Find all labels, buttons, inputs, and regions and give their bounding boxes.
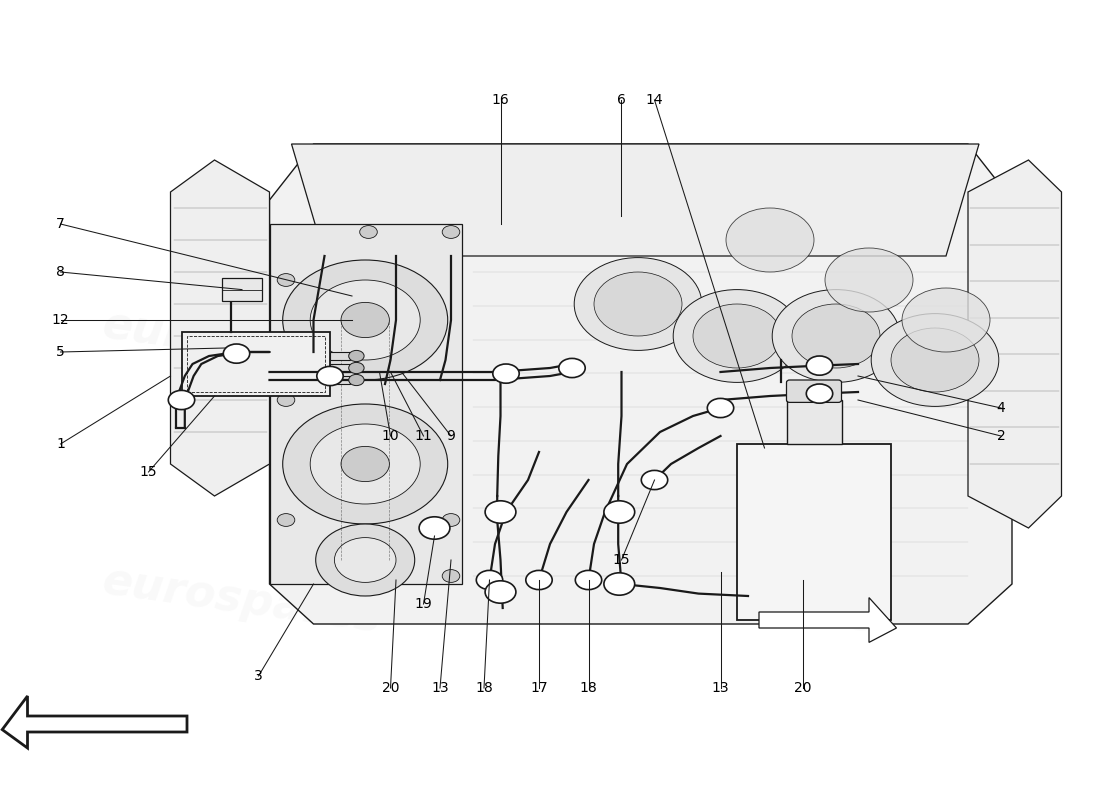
Circle shape — [476, 570, 503, 590]
Text: 19: 19 — [415, 597, 432, 611]
Circle shape — [604, 573, 635, 595]
Polygon shape — [270, 224, 462, 584]
Text: 4: 4 — [997, 401, 1005, 415]
Circle shape — [442, 226, 460, 238]
Polygon shape — [2, 696, 187, 748]
Text: eurospares: eurospares — [100, 559, 384, 641]
Circle shape — [673, 290, 801, 382]
Text: 11: 11 — [415, 429, 432, 443]
Text: 9: 9 — [447, 429, 455, 443]
Text: 6: 6 — [617, 93, 626, 107]
Circle shape — [871, 314, 999, 406]
Circle shape — [485, 581, 516, 603]
Circle shape — [310, 424, 420, 504]
Polygon shape — [170, 160, 270, 496]
Circle shape — [559, 358, 585, 378]
Text: 17: 17 — [530, 681, 548, 695]
FancyBboxPatch shape — [786, 380, 842, 402]
Text: 1: 1 — [56, 437, 65, 451]
Circle shape — [493, 364, 519, 383]
Circle shape — [341, 302, 389, 338]
Text: 8: 8 — [56, 265, 65, 279]
Circle shape — [283, 404, 448, 524]
Circle shape — [341, 446, 389, 482]
Circle shape — [772, 290, 900, 382]
Circle shape — [277, 514, 295, 526]
Circle shape — [317, 366, 343, 386]
Circle shape — [806, 356, 833, 375]
Circle shape — [442, 514, 460, 526]
Circle shape — [223, 344, 250, 363]
Circle shape — [891, 328, 979, 392]
Circle shape — [419, 517, 450, 539]
Bar — [182, 332, 330, 396]
Circle shape — [707, 398, 734, 418]
Text: 15: 15 — [140, 465, 157, 479]
Text: 12: 12 — [52, 313, 69, 327]
Text: 16: 16 — [492, 93, 509, 107]
Circle shape — [168, 390, 195, 410]
Circle shape — [594, 272, 682, 336]
Circle shape — [726, 208, 814, 272]
Circle shape — [283, 260, 448, 380]
Text: 7: 7 — [56, 217, 65, 231]
FancyBboxPatch shape — [222, 278, 262, 301]
Text: 18: 18 — [580, 681, 597, 695]
Text: eurospares: eurospares — [100, 303, 384, 385]
Bar — [187, 336, 324, 392]
Text: 10: 10 — [382, 429, 399, 443]
Circle shape — [349, 350, 364, 362]
Circle shape — [310, 280, 420, 360]
Circle shape — [693, 304, 781, 368]
Circle shape — [574, 258, 702, 350]
Polygon shape — [292, 144, 979, 256]
Text: 20: 20 — [794, 681, 812, 695]
Bar — [737, 444, 891, 620]
Circle shape — [442, 570, 460, 582]
Text: eurospares: eurospares — [595, 303, 879, 385]
Polygon shape — [759, 598, 896, 642]
Text: 13: 13 — [431, 681, 449, 695]
Circle shape — [277, 394, 295, 406]
Bar — [330, 364, 350, 372]
Circle shape — [792, 304, 880, 368]
Text: 14: 14 — [646, 93, 663, 107]
Text: 20: 20 — [382, 681, 399, 695]
Circle shape — [825, 248, 913, 312]
Circle shape — [604, 501, 635, 523]
Circle shape — [316, 524, 415, 596]
Bar — [330, 376, 350, 384]
Polygon shape — [968, 160, 1062, 528]
Circle shape — [349, 374, 364, 386]
Text: 3: 3 — [254, 669, 263, 683]
Circle shape — [902, 288, 990, 352]
Circle shape — [360, 226, 377, 238]
Circle shape — [641, 470, 668, 490]
Circle shape — [526, 570, 552, 590]
Text: 5: 5 — [56, 345, 65, 359]
Circle shape — [806, 384, 833, 403]
Polygon shape — [270, 144, 1012, 624]
Text: eurospares: eurospares — [595, 559, 879, 641]
Circle shape — [575, 570, 602, 590]
Text: 2: 2 — [997, 429, 1005, 443]
Text: 13: 13 — [712, 681, 729, 695]
Text: 15: 15 — [613, 553, 630, 567]
Text: 18: 18 — [475, 681, 493, 695]
Circle shape — [334, 538, 396, 582]
Circle shape — [349, 362, 364, 374]
Circle shape — [485, 501, 516, 523]
Bar — [786, 400, 842, 444]
Bar — [330, 352, 350, 360]
Circle shape — [277, 274, 295, 286]
